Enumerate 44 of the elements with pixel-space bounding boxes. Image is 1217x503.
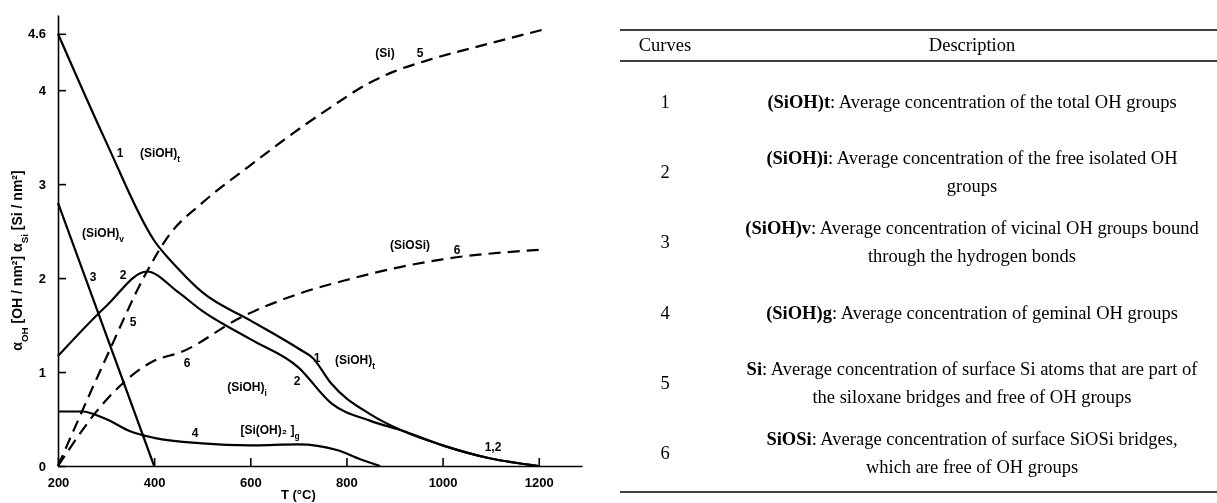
text: 3 xyxy=(660,232,670,253)
x-tick-label: 200 xyxy=(47,475,70,491)
text: 2 xyxy=(660,161,670,182)
annotation: 3 xyxy=(89,270,97,285)
annotation: 5 xyxy=(129,315,137,330)
text: Curves xyxy=(638,35,692,55)
text: (SiOH)g: Average concentration of geminal OH groups xyxy=(766,302,1178,324)
annotation: [Si(OH)₂ ]$_{g}$ xyxy=(240,423,300,442)
annotation: 6 xyxy=(453,243,461,258)
annotation: 4 xyxy=(191,426,199,441)
y-tick-label: 3 xyxy=(38,176,46,192)
text: Description xyxy=(928,35,1016,55)
annotation: 2 xyxy=(293,374,301,389)
x-axis-title: T (°C) xyxy=(280,487,316,502)
text: (SiOH)i: Average concentration of the free isolated OH groups xyxy=(766,147,1178,196)
x-tick-label: 1200 xyxy=(524,475,554,491)
annotation: (SiOH)$_{t}$ xyxy=(139,146,181,165)
annotation: (SiOH)$_{t}$ xyxy=(334,353,376,372)
annotation: (Si) xyxy=(375,46,395,61)
annotation: 2 xyxy=(119,268,127,283)
annotation: 6 xyxy=(183,356,191,371)
annotation: (SiOSi) xyxy=(389,238,431,253)
annotation: (SiOH)$_{v}$ xyxy=(81,226,125,245)
text: 5 xyxy=(660,372,670,393)
text: (SiOH)t: Average concentration of the total OH groups xyxy=(767,91,1177,112)
y-tick-label: 1 xyxy=(38,364,46,380)
x-tick-label: 1000 xyxy=(428,475,458,491)
annotation: 5 xyxy=(416,46,424,61)
x-tick-label: 400 xyxy=(143,475,166,491)
x-tick-label: 800 xyxy=(336,475,358,491)
y-tick-label: 0 xyxy=(38,458,46,474)
annotation: 1,2 xyxy=(484,440,502,455)
text: SiOSi: Average concentration of surface SiOSi bridges, which are free of OH groups xyxy=(766,429,1178,478)
annotation: (SiOH)$_{i}$ xyxy=(227,380,267,399)
y-tick-label: 4 xyxy=(38,82,47,98)
text: 6 xyxy=(660,443,670,464)
annotation: 1 xyxy=(116,146,124,161)
text: (SiOH)v: Average concentration of vicinal OH groups bound through the hydrogen bonds xyxy=(745,218,1199,267)
y-tick-label: 4.6 xyxy=(27,26,46,42)
text: Si: Average concentration of surface Si atoms that are part of the siloxane bridges and free of OH groups xyxy=(746,358,1198,407)
y-tick-label: 2 xyxy=(38,270,46,286)
text: 1 xyxy=(660,91,670,112)
x-tick-label: 600 xyxy=(239,475,262,491)
text: 4 xyxy=(660,302,670,323)
